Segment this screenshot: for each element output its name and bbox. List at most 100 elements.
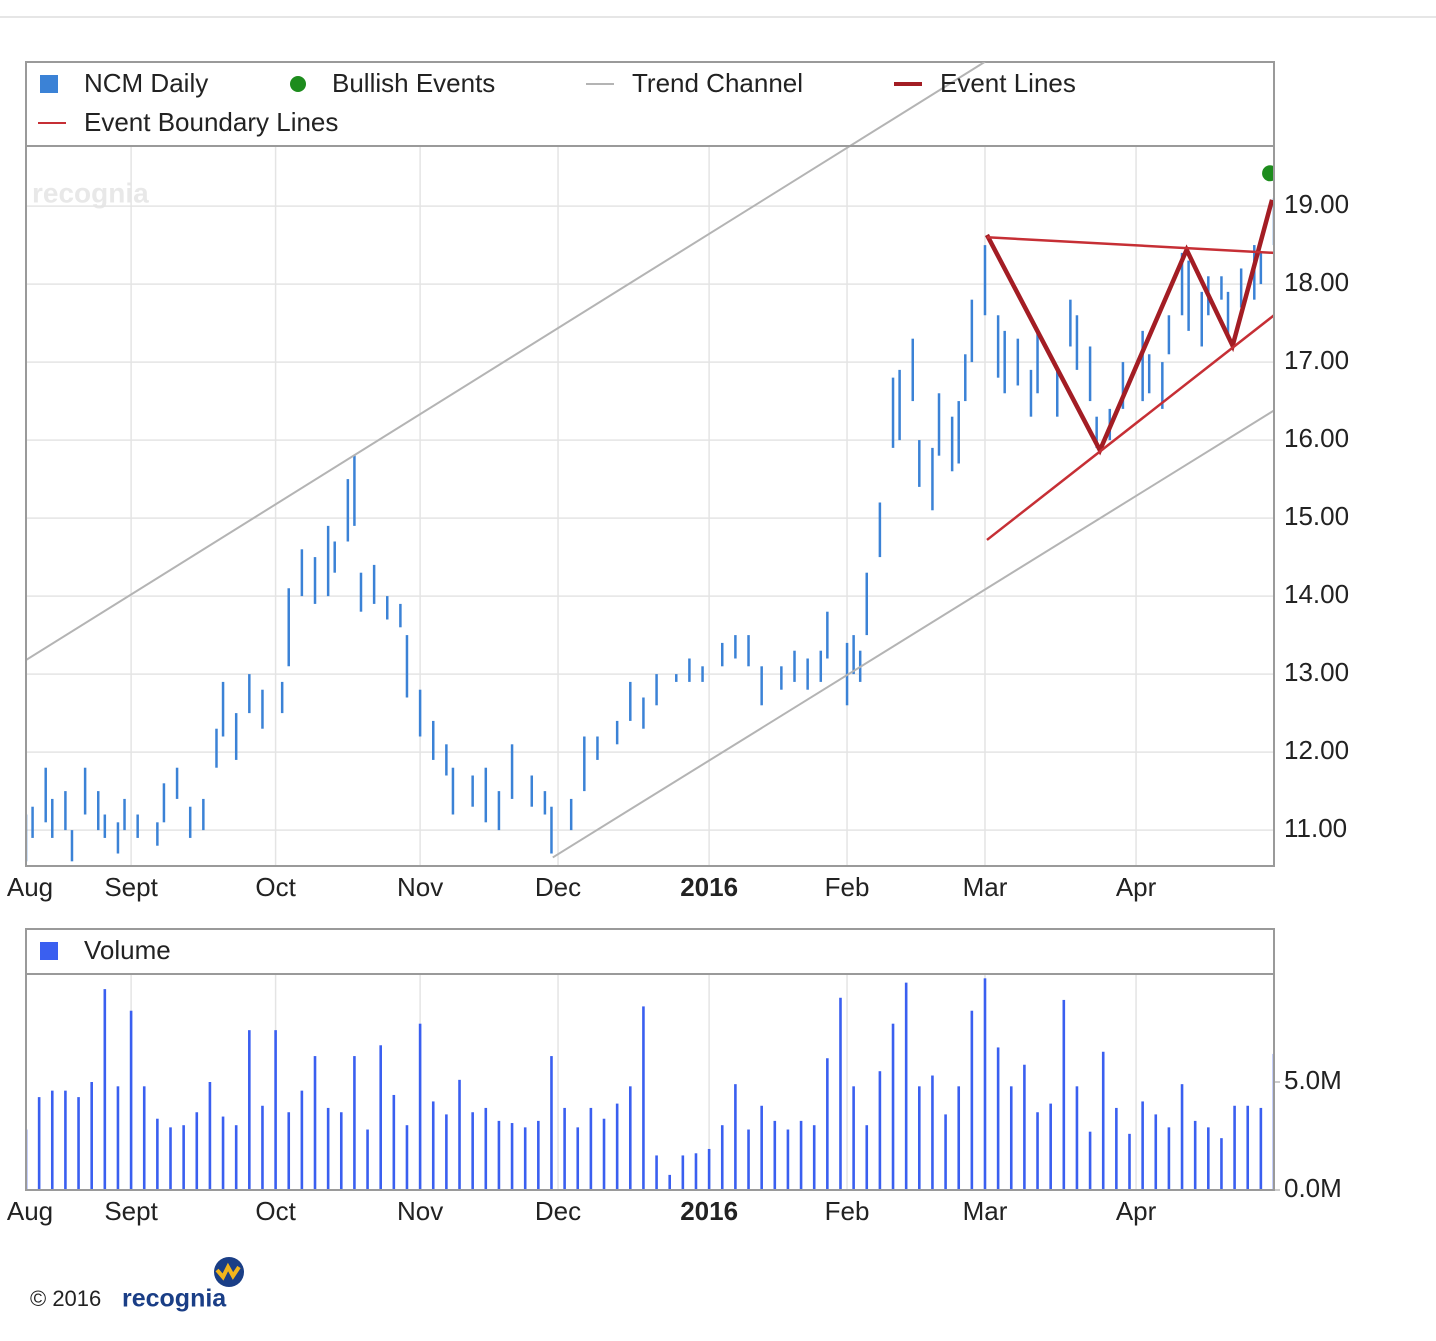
plot-area [26, 146, 1274, 866]
volume-bar [576, 1127, 580, 1190]
volume-bar [904, 982, 908, 1190]
volume-bar [50, 1090, 54, 1190]
x-tick-label: Sept [104, 872, 158, 902]
y-tick-label: 5.0M [1284, 1065, 1342, 1095]
x-tick-label: Apr [1116, 872, 1157, 902]
y-tick-label: 11.00 [1284, 813, 1347, 843]
volume-bar [274, 1030, 277, 1190]
volume-bar [313, 1056, 317, 1190]
volume-bar [681, 1155, 685, 1190]
volume-bar [458, 1079, 461, 1190]
watermark: recognia [32, 177, 149, 208]
volume-bar [1207, 1127, 1210, 1190]
x-tick-label: Feb [825, 1196, 870, 1226]
y-tick-label: 17.00 [1284, 345, 1349, 375]
legend-swatch [290, 76, 306, 92]
volume-bar [1259, 1107, 1263, 1190]
volume-bar [1009, 1086, 1013, 1190]
x-tick-label: Aug [7, 1196, 53, 1226]
legend-label: Event Boundary Lines [84, 107, 338, 137]
volume-bar [1115, 1107, 1118, 1190]
volume-bar [642, 1006, 645, 1190]
volume-bar [156, 1118, 159, 1190]
volume-bar [615, 1103, 619, 1190]
x-tick-label: Aug [7, 872, 53, 902]
y-tick-label: 13.00 [1284, 657, 1349, 687]
volume-bar [1128, 1133, 1131, 1190]
volume-bar [707, 1148, 711, 1190]
x-tick-label: Mar [963, 1196, 1008, 1226]
legend-label: NCM Daily [84, 68, 208, 98]
volume-bar [326, 1107, 330, 1190]
volume-bar [261, 1105, 264, 1190]
legend-box [25, 928, 1275, 975]
volume-bar [786, 1129, 790, 1190]
legend-label: Volume [84, 935, 171, 965]
volume-bar [405, 1125, 409, 1190]
channel-line [986, 236, 1274, 255]
volume-bar [497, 1120, 501, 1190]
volume-bar [628, 1086, 632, 1190]
volume-bar [1141, 1101, 1144, 1190]
volume-bar [891, 1023, 895, 1190]
x-tick-label: Oct [255, 1196, 296, 1226]
volume-bar [418, 1023, 422, 1190]
volume-bar [957, 1086, 961, 1190]
volume-bar [983, 978, 987, 1190]
volume-bar [694, 1153, 698, 1190]
volume-bar [1101, 1051, 1105, 1190]
x-tick-label: Apr [1116, 1196, 1157, 1226]
x-tick-label: Dec [535, 872, 581, 902]
volume-bar [1049, 1103, 1052, 1190]
volume-bar [510, 1123, 514, 1190]
volume-bar [865, 1125, 869, 1190]
y-tick-label: 0.0M [1284, 1173, 1342, 1203]
volume-bar [366, 1129, 369, 1190]
legend-swatch [40, 942, 58, 960]
brand: recognia [122, 1285, 227, 1313]
volume-bar [1075, 1086, 1079, 1190]
volume-bar [182, 1125, 185, 1190]
brand-logo [214, 1257, 244, 1287]
plot-frame [25, 973, 1275, 1191]
volume-bar [537, 1120, 540, 1190]
volume-bar [1167, 1127, 1171, 1190]
x-tick-label: Nov [397, 1196, 443, 1226]
volume-bar [747, 1129, 750, 1190]
channel-line [986, 314, 1274, 541]
volume-bar [852, 1086, 855, 1190]
layers: recognia Aug Sept Oct Nov Dec 2016 Feb Mar Apr 11.… [7, 61, 1349, 1226]
volume-bar [1246, 1105, 1250, 1190]
volume-bar [339, 1112, 343, 1190]
volume-bar [550, 1056, 553, 1190]
volume-bar [129, 1010, 133, 1190]
volume-bar [208, 1082, 212, 1190]
volume-bar [1233, 1105, 1236, 1190]
event-line [984, 199, 1274, 456]
plot-content [26, 62, 1274, 862]
channel-line [552, 409, 1274, 859]
volume-bar [523, 1127, 527, 1190]
volume-bar [471, 1112, 474, 1190]
plot-content [26, 978, 1274, 1190]
volume-bar [103, 989, 107, 1190]
volume-bar [431, 1101, 435, 1190]
volume-bar [812, 1125, 816, 1190]
legend-label: Trend Channel [632, 68, 803, 98]
volume-bar [760, 1105, 763, 1190]
volume-bar [37, 1097, 41, 1190]
volume-bar [878, 1071, 882, 1190]
channel-line [26, 62, 986, 661]
volume-bar [1193, 1120, 1197, 1190]
volume-bar [234, 1125, 238, 1190]
volume-bar [668, 1174, 672, 1190]
y-tick-label: 19.00 [1284, 189, 1349, 219]
volume-bar [248, 1030, 251, 1190]
x-tick-label: Oct [255, 872, 296, 902]
volume-bar [116, 1086, 120, 1190]
volume-bar [1023, 1064, 1026, 1190]
volume-bar [287, 1112, 291, 1190]
plot-area [26, 974, 1274, 1190]
x-tick-label: 2016 [680, 872, 738, 902]
